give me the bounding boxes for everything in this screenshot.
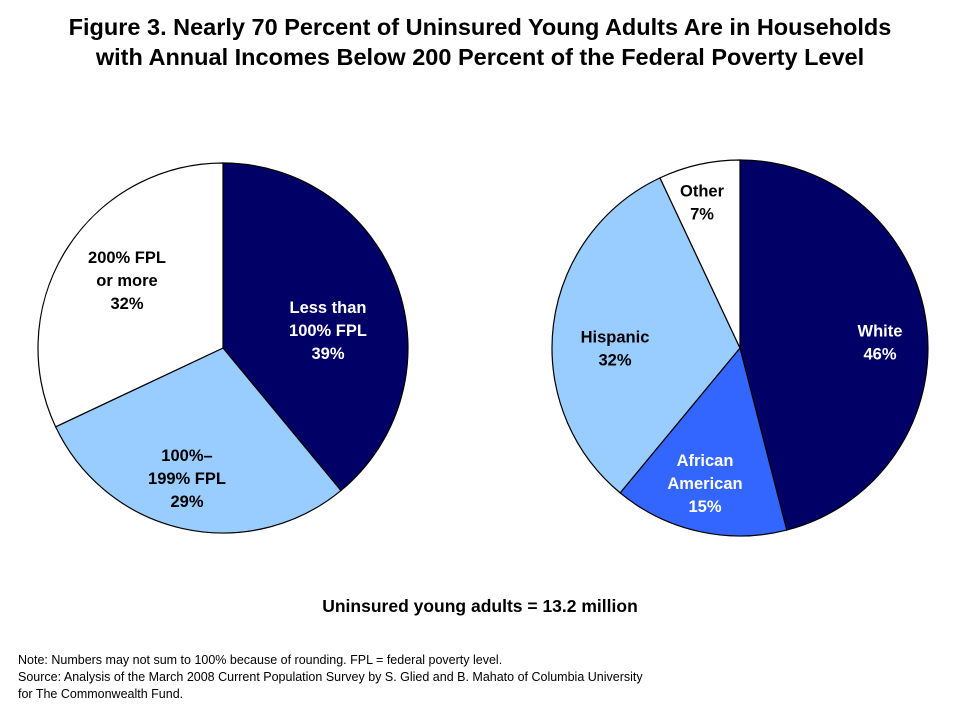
slice-value-label: 29% <box>170 493 203 511</box>
slice-category-label: 100% FPL <box>289 322 367 340</box>
income-slice-less-than-100-fpl <box>222 162 409 492</box>
race-label-white: White 46% <box>858 323 903 364</box>
income-pie-chart: Less than 100% FPL 39% 100%– 199% FPL 29% 200%… <box>37 162 409 534</box>
race-label-african-american: African American 15% <box>667 452 742 516</box>
slice-category-label: 100%– <box>161 447 212 465</box>
chart-title-line-2: with Annual Incomes Below 200 Percent of… <box>95 44 865 70</box>
race-pie-chart: White 46% African American 15% Hispanic 32% Oth… <box>551 159 929 537</box>
slice-value-label: 46% <box>863 346 896 364</box>
income-slice-200-fpl-or-more <box>37 162 224 428</box>
chart-title-line-1: Figure 3. Nearly 70 Percent of Uninsured… <box>68 14 892 40</box>
race-label-other: Other 7% <box>680 183 725 224</box>
income-slice-100-199-fpl <box>54 347 342 534</box>
chart-title: Figure 3. Nearly 70 Percent of Uninsured… <box>0 12 960 72</box>
slice-value-label: 15% <box>688 498 721 516</box>
slice-value-label: 32% <box>598 352 631 370</box>
race-slice-other <box>659 159 741 349</box>
note-text: Note: Numbers may not sum to 100% becaus… <box>18 653 503 667</box>
income-label-100-199-fpl: 100%– 199% FPL 29% <box>148 447 226 511</box>
slice-category-label: American <box>667 475 742 493</box>
source-text-continued: for The Commonwealth Fund. <box>18 687 184 701</box>
race-slice-white <box>739 159 929 531</box>
income-label-less-than-100-fpl: Less than 100% FPL 39% <box>289 299 367 363</box>
slice-value-label: 32% <box>110 295 143 313</box>
slice-category-label: Other <box>680 183 725 201</box>
source-text: Source: Analysis of the March 2008 Curre… <box>18 670 643 684</box>
race-slice-african-american <box>619 346 788 537</box>
slice-value-label: 39% <box>311 345 344 363</box>
slice-category-label: African <box>677 452 734 470</box>
footnotes: Note: Numbers may not sum to 100% becaus… <box>18 652 918 703</box>
slice-category-label: or more <box>96 272 157 290</box>
race-slice-hispanic <box>551 177 741 494</box>
slice-category-label: Less than <box>289 299 366 317</box>
race-label-hispanic: Hispanic 32% <box>581 329 650 370</box>
slice-category-label: 200% FPL <box>88 249 166 267</box>
slice-category-label: White <box>858 323 903 341</box>
slice-category-label: Hispanic <box>581 329 650 347</box>
income-label-200-fpl-or-more: 200% FPL or more 32% <box>88 249 166 313</box>
slice-value-label: 7% <box>690 206 714 224</box>
total-label: Uninsured young adults = 13.2 million <box>322 596 638 616</box>
slice-category-label: 199% FPL <box>148 470 226 488</box>
